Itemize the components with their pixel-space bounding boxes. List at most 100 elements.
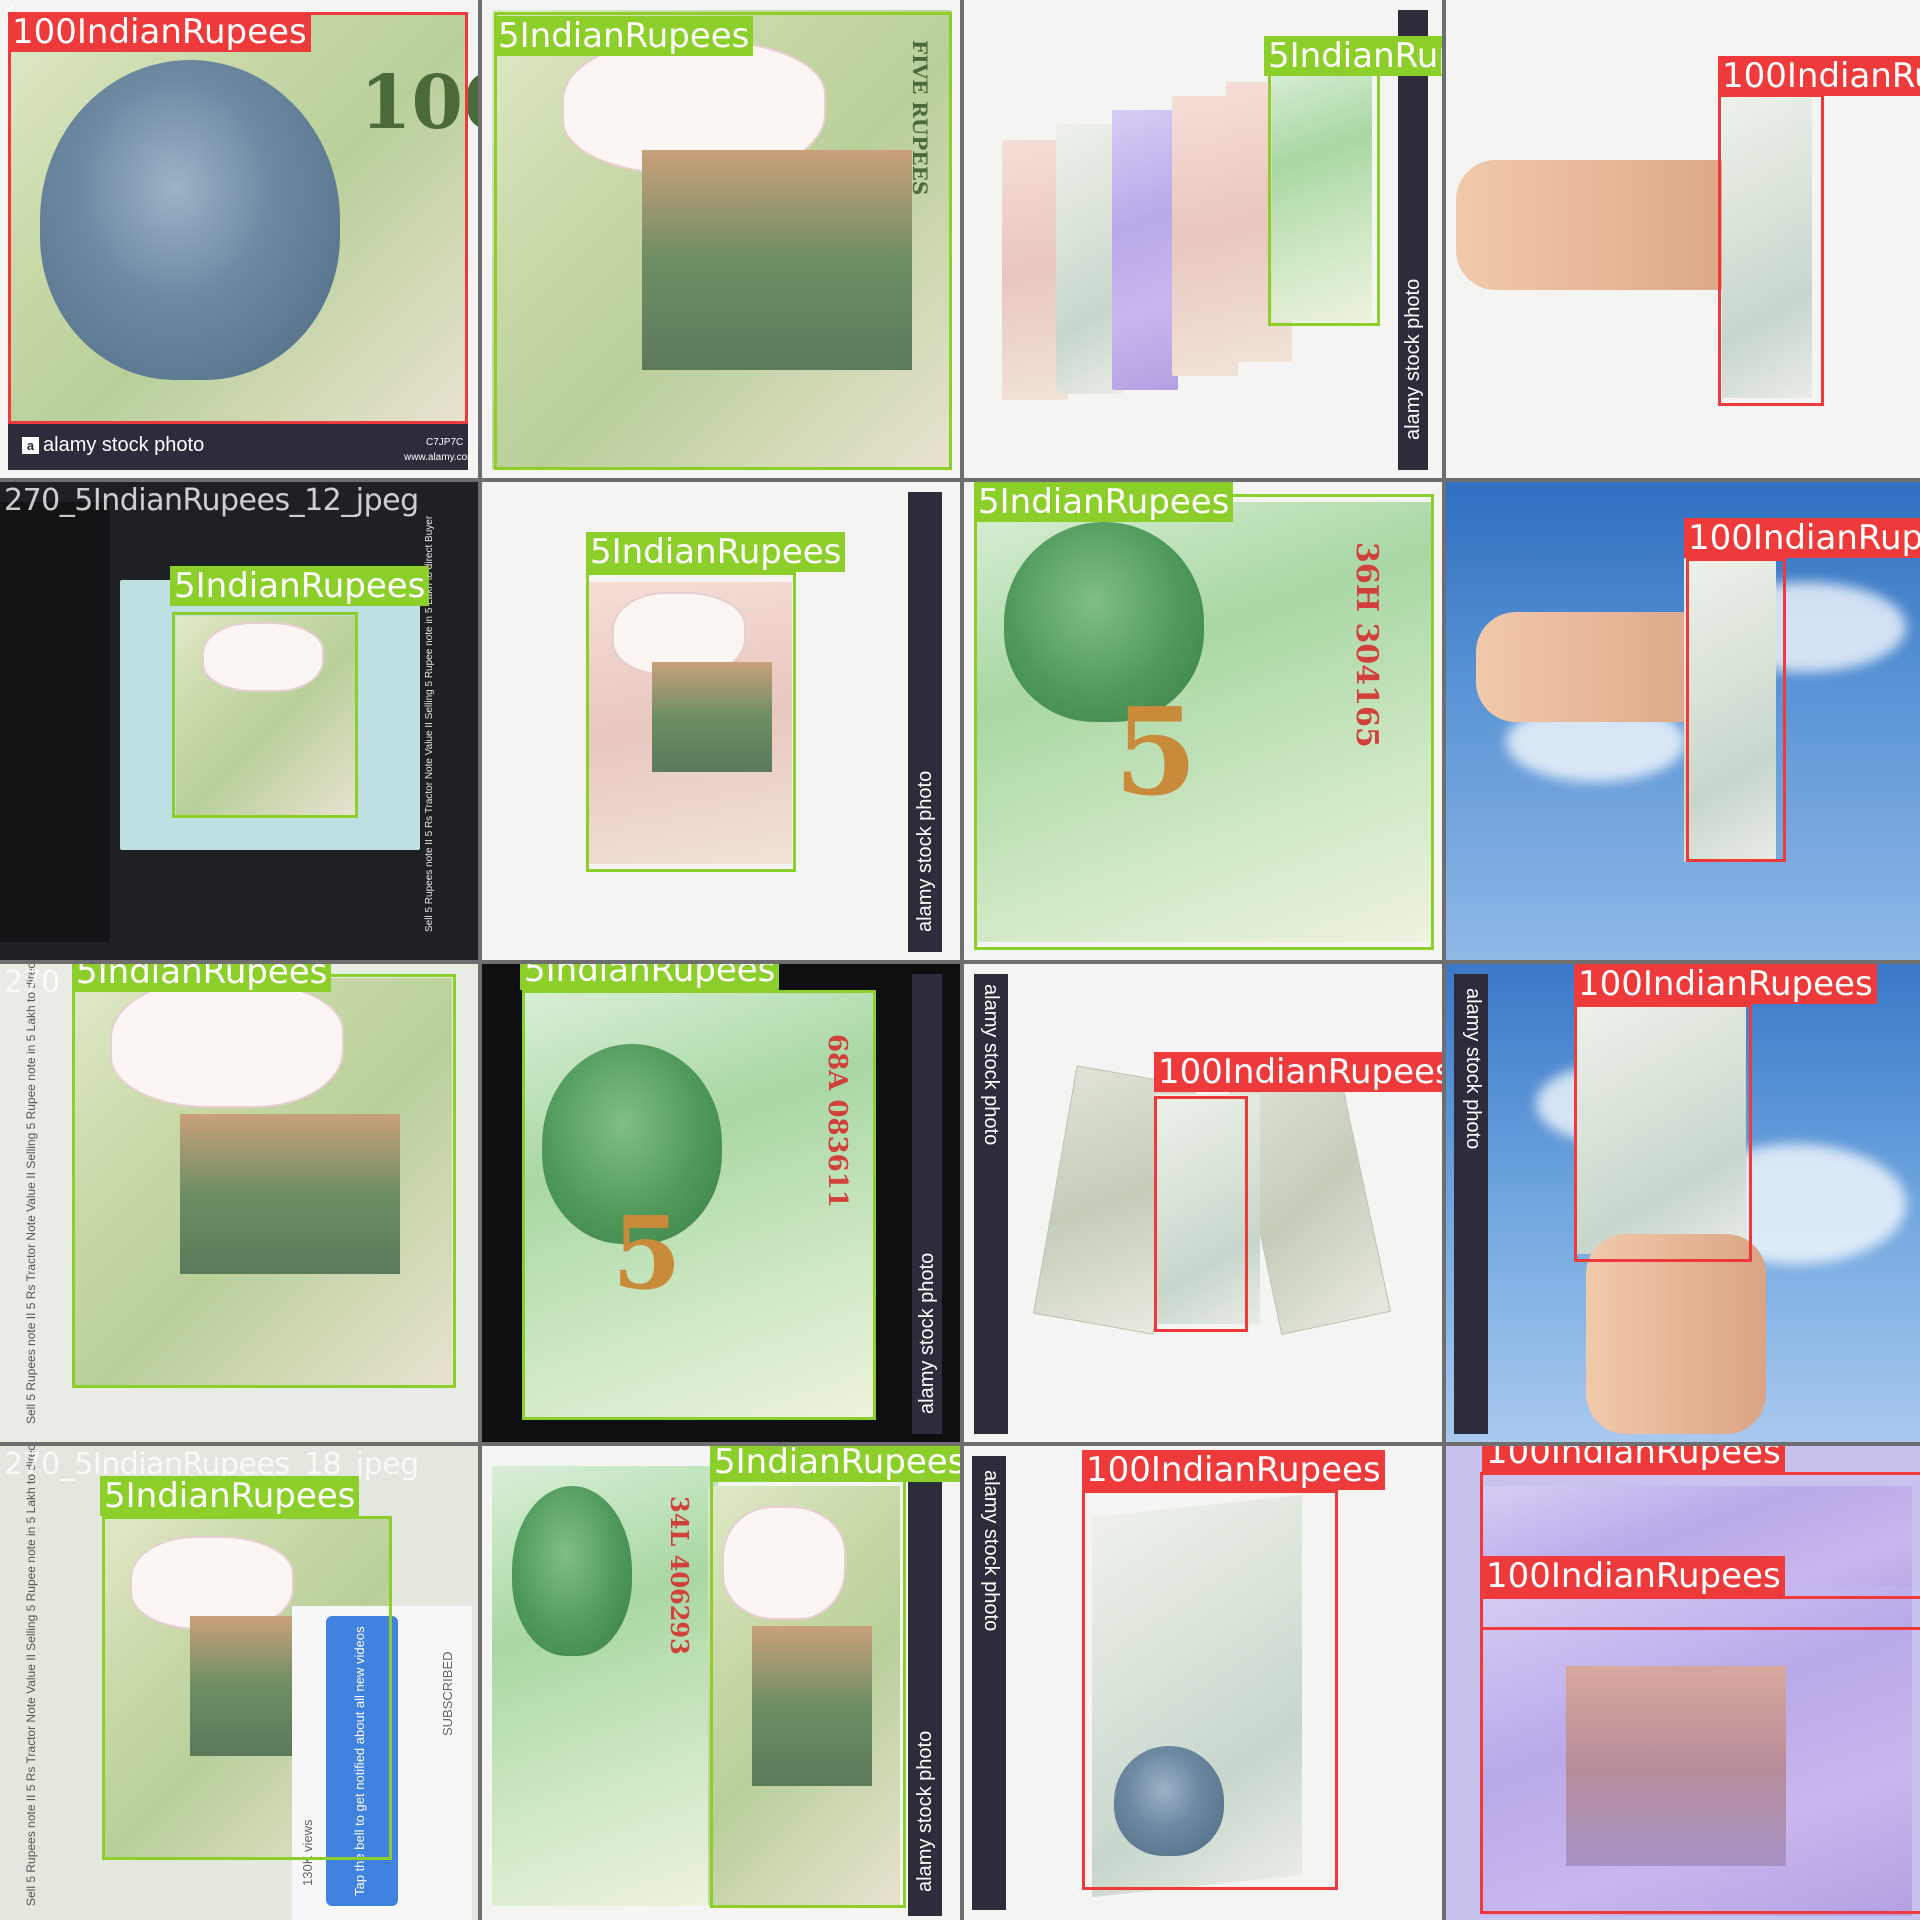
stock-watermark: alamy stock photo xyxy=(916,1252,938,1414)
bbox-label: 5IndianRupees xyxy=(520,964,780,990)
note-watermark-window xyxy=(722,1506,846,1620)
youtube-title: Sell 5 Rupees note II 5 Rs Tractor Note … xyxy=(24,964,38,1424)
bbox-100 xyxy=(8,12,468,424)
tile-2: alamy stock photo 5IndianRupees xyxy=(964,0,1442,478)
bbox-5 xyxy=(494,12,952,470)
stock-bar xyxy=(908,1456,942,1916)
bbox-label: 5IndianRupees xyxy=(974,482,1234,522)
bbox-5 xyxy=(1268,70,1380,326)
tile-5: alamy stock photo 5IndianRupees xyxy=(482,482,960,960)
bbox-label: 100IndianRup xyxy=(1684,518,1920,558)
stock-watermark-text: alamy stock photo xyxy=(43,434,205,456)
hand xyxy=(1456,160,1756,290)
portrait xyxy=(40,60,340,380)
stock-watermark: alamy stock photo xyxy=(1462,988,1484,1150)
stock-bar xyxy=(908,492,942,952)
note-scene xyxy=(642,150,912,370)
serial-number: 34L 406293 xyxy=(665,1496,694,1655)
bbox-label: 100IndianRupees xyxy=(1082,1450,1385,1490)
bbox-5 xyxy=(974,494,1434,950)
bbox-label: 5IndianRupees xyxy=(586,532,846,572)
note-scene xyxy=(180,1114,400,1274)
youtube-sidebar xyxy=(0,502,110,942)
stock-bar xyxy=(1398,10,1428,470)
note-stack-2 xyxy=(1056,124,1122,394)
tile-3: 100IndianRu xyxy=(1446,0,1920,478)
tile-9: 68A 083611 5 alamy stock photo 5IndianRu… xyxy=(482,964,960,1442)
note-scene xyxy=(652,662,772,772)
stock-bar xyxy=(974,974,1008,1434)
stock-corner-url: www.alamy.com xyxy=(404,452,476,463)
bbox-label: 5IndianRupees xyxy=(72,964,332,992)
bbox-100 xyxy=(1480,1472,1920,1630)
note-watermark-window xyxy=(202,622,324,692)
bbox-label: 5IndianRupees xyxy=(100,1476,360,1516)
bbox-100 xyxy=(1082,1490,1338,1890)
portrait xyxy=(512,1486,632,1656)
stock-watermark: alamy stock photo xyxy=(980,1470,1002,1632)
tile-6: 36H 304165 5 5IndianRupees xyxy=(964,482,1442,960)
stock-corner-code: C7JP7C xyxy=(426,437,464,448)
bbox-5 xyxy=(172,612,358,818)
bbox-5 xyxy=(522,990,876,1420)
bbox-100 xyxy=(1574,1004,1752,1262)
stock-bar xyxy=(912,974,942,1434)
stock-bar xyxy=(1454,974,1488,1434)
bbox-label: 100IndianRupees xyxy=(1482,1446,1785,1472)
portrait xyxy=(1004,522,1204,722)
stock-bar xyxy=(972,1456,1006,1910)
bbox-label: 5IndianRupees xyxy=(1264,36,1442,76)
denomination-text: 5 xyxy=(612,1194,682,1312)
bbox-5 xyxy=(710,1452,906,1908)
note-image xyxy=(1684,558,1776,862)
note-image xyxy=(1576,1004,1746,1254)
monument-scene xyxy=(1566,1666,1786,1866)
youtube-title: Sell 5 Rupees note II 5 Rs Tractor Note … xyxy=(24,1446,38,1906)
stock-watermark: a alamy stock photo xyxy=(22,434,204,457)
tile-12: Tap the bell to get notified about all n… xyxy=(0,1446,478,1920)
portrait xyxy=(542,1044,722,1244)
bbox-100 xyxy=(1480,1596,1920,1914)
bbox-label: 100IndianRupees xyxy=(1574,964,1877,1004)
tile-10: alamy stock photo 100IndianRupees xyxy=(964,964,1442,1442)
note-stack-3 xyxy=(1112,110,1178,390)
denomination-text: 5 xyxy=(1114,682,1198,823)
bbox-5 xyxy=(102,1516,392,1860)
bbox-label: 5IndianRupees xyxy=(170,566,430,606)
portrait xyxy=(1114,1746,1224,1856)
bbox-100 xyxy=(1154,1096,1248,1332)
tile-1: FIVE RUPEES 5IndianRupees xyxy=(482,0,960,478)
note-scene xyxy=(752,1626,872,1786)
tile-8: Sell 5 Rupees note II 5 Rs Tractor Note … xyxy=(0,964,478,1442)
tile-7: 100IndianRup xyxy=(1446,482,1920,960)
bbox-5 xyxy=(586,572,796,872)
alamy-logo-icon: a xyxy=(22,437,39,454)
bbox-5 xyxy=(72,974,456,1388)
hand xyxy=(1586,1234,1766,1434)
bbox-label: 100IndianRu xyxy=(1718,56,1920,96)
denomination-text: 100 xyxy=(360,60,478,146)
note-watermark-window xyxy=(110,980,344,1108)
stock-watermark: alamy stock photo xyxy=(914,1730,936,1892)
tile-4: Sell 5 Rupees note II 5 Rs Tractor Note … xyxy=(0,482,478,960)
bbox-label: 100IndianRupees xyxy=(1154,1052,1442,1092)
subscribed-label[interactable]: SUBSCRIBED xyxy=(440,1651,455,1736)
tile-11: alamy stock photo 100IndianRupees xyxy=(1446,964,1920,1442)
bbox-100 xyxy=(1686,558,1786,862)
bbox-100 xyxy=(1718,94,1824,406)
stock-watermark: alamy stock photo xyxy=(914,770,936,932)
note-image xyxy=(1156,1094,1260,1324)
bbox-label: 5IndianRupees xyxy=(494,16,754,56)
stock-watermark: alamy stock photo xyxy=(980,984,1002,1146)
bbox-label: 5IndianRupees xyxy=(710,1446,960,1482)
note-stack-6 xyxy=(1272,66,1372,322)
tile-15: 100IndianRupees 100IndianRupees xyxy=(1446,1446,1920,1920)
bbox-label: 100IndianRupees xyxy=(8,12,311,52)
stock-watermark: alamy stock photo xyxy=(1402,278,1424,440)
bbox-label: 100IndianRupees xyxy=(1482,1556,1785,1596)
note-watermark-window xyxy=(130,1536,294,1630)
tile-13: 34L 406293 alamy stock photo 5IndianRupe… xyxy=(482,1446,960,1920)
stock-bar xyxy=(8,424,468,470)
tile-14: alamy stock photo 100IndianRupees xyxy=(964,1446,1442,1920)
